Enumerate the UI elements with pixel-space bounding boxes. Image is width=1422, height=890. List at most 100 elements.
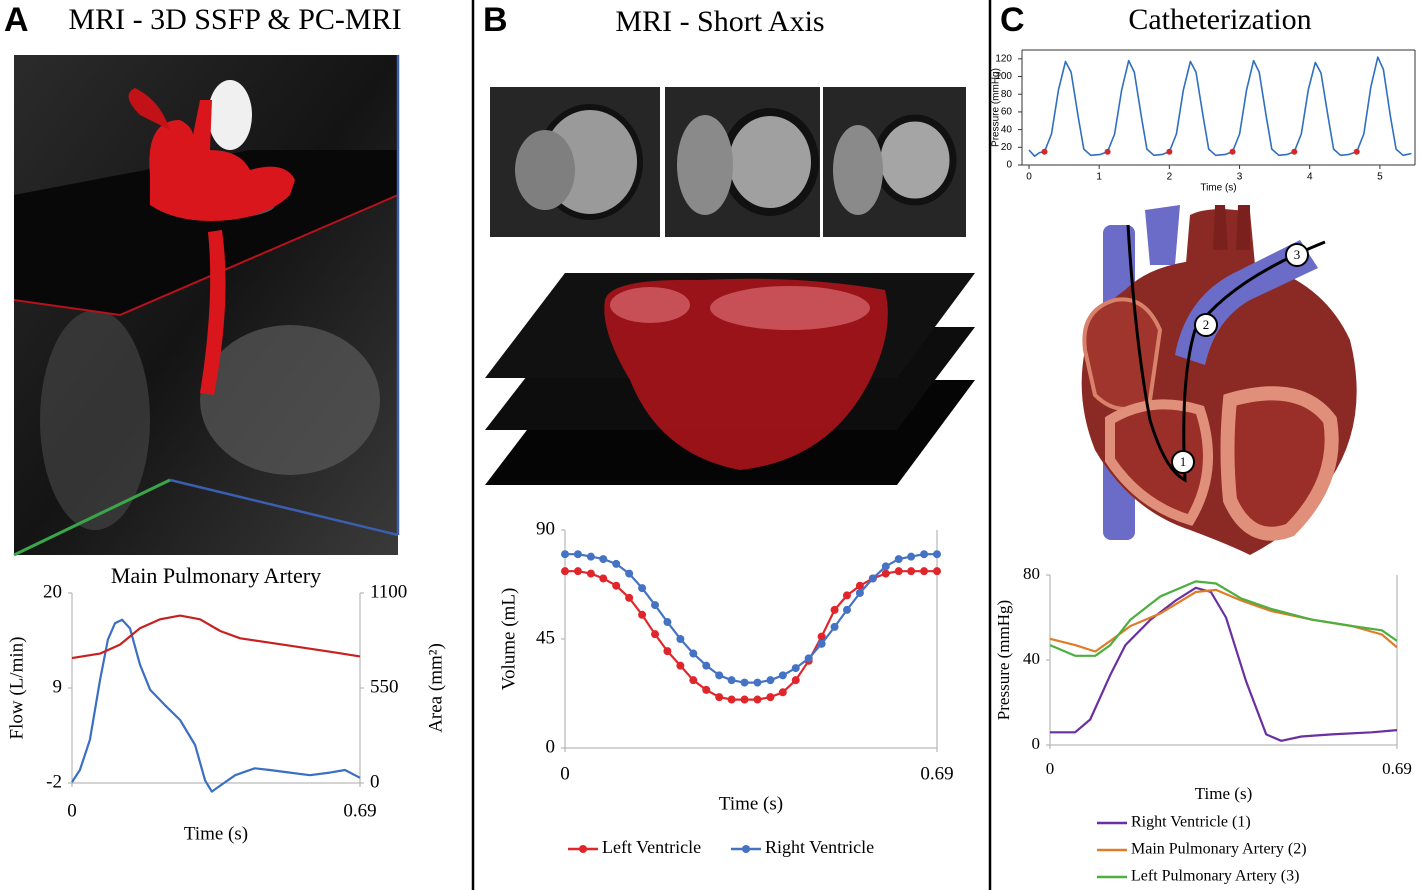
panel-letter: A [4,1,29,39]
data-point [586,569,595,578]
data-point [663,618,672,627]
y-tick-label: -2 [46,771,62,792]
legend-label: Left Pulmonary Artery (3) [1131,868,1299,885]
data-point [830,605,839,614]
y-tick-label: 45 [536,627,555,648]
y-tick-label: 80 [1023,564,1040,583]
data-point [766,676,775,685]
data-point [868,574,877,583]
y-tick-label: 9 [53,676,63,697]
ventricle [873,114,957,206]
catheter-marker [1285,243,1309,267]
y-tick-label: 0 [546,736,556,757]
y-axis-label: Flow (L/min) [6,637,27,740]
y-tick-label: 0 [1032,734,1041,753]
data-point [1353,148,1360,155]
panel-letter: C [1000,1,1025,39]
data-point [612,559,621,568]
y-tick-label: 0 [1006,160,1012,171]
mri-3d-image [13,55,400,557]
x-tick-label: 0 [560,763,570,784]
series-line [1049,588,1398,653]
atrium [1082,297,1163,411]
data-point [638,610,647,619]
x-tick-label: 0.69 [343,800,376,821]
data-point [766,693,775,702]
vessel-model [200,230,226,395]
data-point [727,676,736,685]
y-axis-label: Volume (mL) [498,588,519,691]
data-point [907,567,916,576]
data-point [702,661,711,670]
x-tick-label: 4 [1307,172,1313,183]
y-tick-label: 120 [995,53,1012,64]
x-tick-label: 0 [1046,759,1055,778]
data-point [791,676,800,685]
x-tick-label: 0 [67,800,77,821]
aorta-branches [1213,205,1250,250]
x-tick-label: 0 [1026,172,1032,183]
x-axis-label: Time (s) [719,793,783,814]
data-point [920,550,929,559]
left-ventricle [1220,386,1339,541]
catheter-marker [1194,313,1218,337]
data-point [1104,148,1111,155]
series-line [71,618,361,793]
data-point [933,550,941,559]
y-tick-label: 100 [995,71,1012,82]
catheter-label: 2 [1203,317,1210,332]
vessel-model [149,100,295,221]
y2-tick-label: 0 [370,771,380,792]
ventricle [515,130,575,210]
y2-tick-label: 1100 [370,581,407,602]
data-point [651,630,660,639]
y-axis-label: Pressure (mmHg) [994,600,1013,720]
data-point [702,685,711,694]
legend-label: Right Ventricle [765,837,874,857]
data-point [573,550,582,559]
series-line [71,614,361,660]
legend-label: Left Ventricle [602,837,701,857]
data-point [727,695,736,704]
x-axis-label: Time (s) [1195,784,1252,803]
data-point [842,591,851,600]
data-point [855,581,864,590]
y-tick-label: 20 [43,581,62,602]
legend-marker [579,845,587,853]
data-point [894,555,903,564]
data-point [881,569,890,578]
anatomy [200,325,380,475]
data-point [753,695,762,704]
y-tick-label: 40 [1001,124,1013,135]
catheter-marker [1171,450,1195,474]
data-point [842,605,851,614]
data-point [573,567,582,576]
legend-label: Right Ventricle (1) [1131,814,1251,831]
short-axis-images [485,87,975,485]
data-point [817,632,826,641]
y2-axis-label: Area (mm²) [425,643,446,733]
ventricle [677,115,733,215]
ventricle [833,125,883,215]
data-point [561,567,569,576]
slice-edge [13,194,399,317]
series-line [565,553,937,684]
data-point [561,550,569,559]
slice-edge [169,478,399,537]
legend-label: Main Pulmonary Artery (2) [1131,841,1307,858]
panel-title: Catheterization [1128,3,1311,36]
x-tick-label: 0.69 [1382,759,1412,778]
data-point [778,688,787,697]
data-point [1166,148,1173,155]
data-point [791,664,800,673]
y-tick-label: 20 [1001,142,1013,153]
x-tick-label: 2 [1167,172,1173,183]
x-tick-label: 5 [1377,172,1383,183]
data-point [830,622,839,631]
data-point [676,661,685,670]
ventricle-mesh [710,286,870,330]
data-point [689,649,698,658]
data-point [740,695,749,704]
y-axis-label: Pressure (mmHg) [991,68,1002,147]
